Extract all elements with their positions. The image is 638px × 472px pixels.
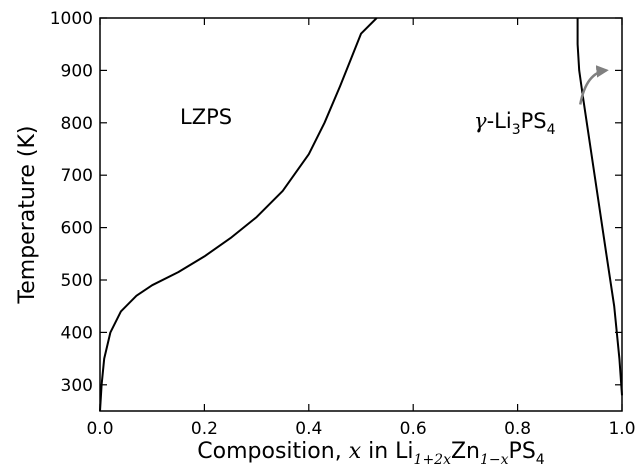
chart-marks: 0.0 0.2 0.4 0.6 0.8 1.0 300 400 500 600 700 800 900 1… [15,9,636,468]
y-tick-label: 900 [61,61,93,81]
y-tick-label: 1000 [50,9,93,29]
x-tick-label: 0.8 [504,419,531,439]
x-tick-label: 0.0 [86,419,113,439]
x-tick-label: 0.2 [191,419,218,439]
x-axis-label: Composition, x in Li1+2xZn1−xPS4 [197,439,544,468]
plot-frame [99,17,623,412]
region-label-gamma-li3ps4: γ-Li3PS4 [474,109,556,138]
y-tick-label: 500 [61,271,93,291]
y-tick-label: 400 [61,323,93,343]
annotation-arrow [579,65,609,105]
series-line-2 [576,18,623,396]
y-tick-label: 600 [61,219,93,239]
x-tick-label: 0.4 [295,419,322,439]
y-tick-label: 700 [61,166,93,186]
y-tick-label: 800 [61,114,93,134]
series-line-1 [99,17,378,412]
region-label-lzps: LZPS [180,105,232,129]
y-axis-label: Temperature (K) [15,126,40,305]
y-tick-label: 300 [61,376,93,396]
x-tick-label: 1.0 [608,419,635,439]
x-tick-label: 0.6 [400,419,427,439]
